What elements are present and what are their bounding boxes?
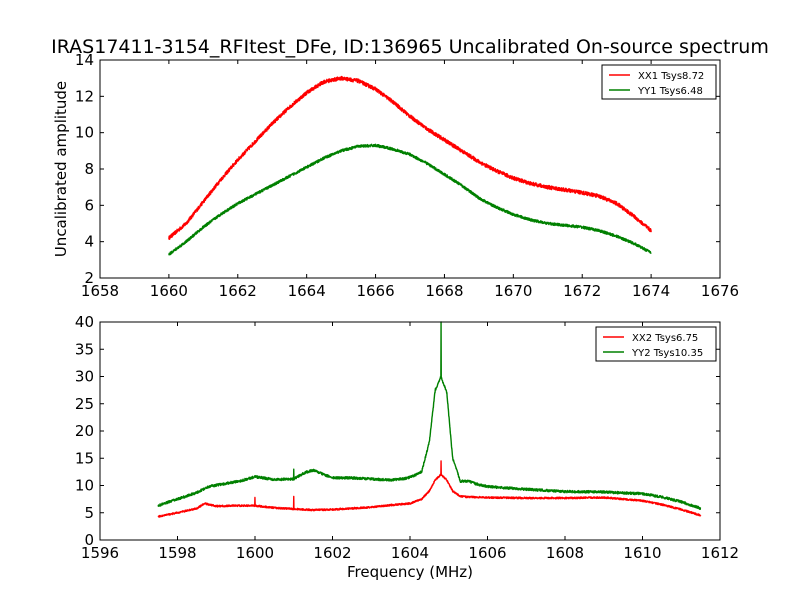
x-tick-label: 1676 xyxy=(701,282,739,300)
legend: XX1 Tsys8.72 YY1 Tsys6.48 xyxy=(601,64,717,100)
x-tick-label: 1668 xyxy=(425,282,463,300)
y-tick-label: 30 xyxy=(75,368,94,386)
series-line-2-2 xyxy=(157,321,702,511)
legend-entry: XX1 Tsys8.72 xyxy=(638,71,704,82)
x-tick-label: 1674 xyxy=(632,282,670,300)
legend-box xyxy=(595,326,717,362)
y-tick-label: 10 xyxy=(75,124,94,142)
y-tick-label: 8 xyxy=(84,160,94,178)
x-tick-label: 1596 xyxy=(81,544,119,562)
legend: XX2 Tsys6.75 YY2 Tsys10.35 xyxy=(595,326,717,362)
y-tick-label: 25 xyxy=(75,395,94,413)
legend-entry: XX2 Tsys6.75 xyxy=(632,333,698,344)
y-tick-label: 20 xyxy=(75,422,94,440)
bottom-panel: 1596 1598 1600 1602 1604 1606 1608 1610 1612 0 5 10… xyxy=(75,313,739,562)
y-tick-label: 40 xyxy=(75,313,94,331)
x-tick-label: 1612 xyxy=(701,544,739,562)
y-tick-label: 5 xyxy=(84,504,94,522)
top-y-axis-label: Uncalibrated amplitude xyxy=(52,81,70,257)
x-tick-label: 1658 xyxy=(81,282,119,300)
x-tick-label: 1666 xyxy=(356,282,394,300)
x-tick-label: 1670 xyxy=(494,282,532,300)
y-tick-label: 35 xyxy=(75,340,94,358)
x-tick-label: 1606 xyxy=(468,544,506,562)
bottom-x-axis-label: Frequency (MHz) xyxy=(347,563,473,581)
chart-title: IRAS17411-3154_RFItest_DFe, ID:136965 Un… xyxy=(51,36,769,58)
x-tick-label: 1662 xyxy=(219,282,257,300)
y-tick-label: 15 xyxy=(75,449,94,467)
y-tick-label: 2 xyxy=(84,269,94,287)
y-tick-label: 14 xyxy=(75,51,94,69)
x-tick-label: 1602 xyxy=(313,544,351,562)
x-tick-label: 1598 xyxy=(158,544,196,562)
y-tick-label: 0 xyxy=(84,531,94,549)
x-tick-label: 1610 xyxy=(623,544,661,562)
x-tick-label: 1608 xyxy=(546,544,584,562)
series-line-2-1 xyxy=(157,460,702,518)
x-tick-label: 1604 xyxy=(391,544,429,562)
x-tick-label: 1600 xyxy=(236,544,274,562)
y-tick-label: 4 xyxy=(84,233,94,251)
x-tick-label: 1664 xyxy=(288,282,326,300)
x-tick-label: 1660 xyxy=(150,282,188,300)
legend-entry: YY1 Tsys6.48 xyxy=(637,86,703,97)
series-line-1-2 xyxy=(168,143,652,256)
legend-entry: YY2 Tsys10.35 xyxy=(631,348,703,359)
y-tick-label: 12 xyxy=(75,87,94,105)
y-tick-label: 6 xyxy=(84,196,94,214)
x-tick-label: 1672 xyxy=(563,282,601,300)
top-panel: 1658 1660 1662 1664 1666 1668 1670 1672 1674 1676… xyxy=(75,51,739,300)
y-tick-label: 10 xyxy=(75,477,94,495)
legend-box xyxy=(601,64,717,100)
series-line-1-1 xyxy=(168,75,652,240)
